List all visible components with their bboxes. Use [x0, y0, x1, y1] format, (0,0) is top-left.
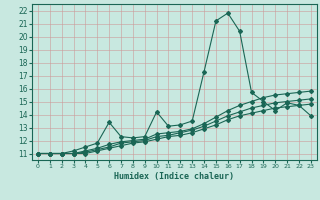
X-axis label: Humidex (Indice chaleur): Humidex (Indice chaleur)	[115, 172, 234, 181]
